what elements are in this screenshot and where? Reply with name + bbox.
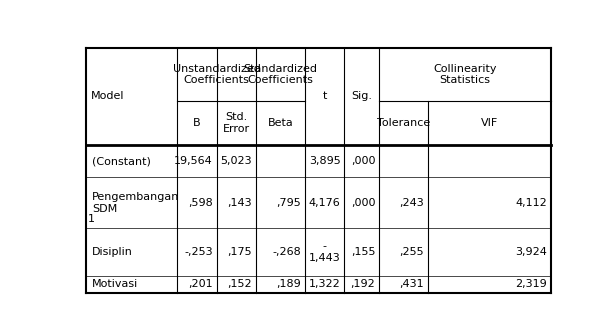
Text: Disiplin: Disiplin <box>92 247 133 257</box>
Text: 5,023: 5,023 <box>221 156 252 166</box>
Text: 1,322: 1,322 <box>309 279 341 289</box>
Text: Model: Model <box>91 91 125 101</box>
Text: 2,319: 2,319 <box>515 279 547 289</box>
Text: Pengembangan
SDM: Pengembangan SDM <box>92 192 180 213</box>
Text: ,192: ,192 <box>351 279 375 289</box>
Text: VIF: VIF <box>481 118 498 128</box>
Text: 4,176: 4,176 <box>309 198 341 208</box>
Text: (Constant): (Constant) <box>92 156 151 166</box>
Text: Std.
Error: Std. Error <box>223 113 250 134</box>
Text: -
1,443: - 1,443 <box>309 241 341 263</box>
Text: 4,112: 4,112 <box>515 198 547 208</box>
Text: ,431: ,431 <box>400 279 424 289</box>
Text: ,000: ,000 <box>351 198 375 208</box>
Text: ,143: ,143 <box>228 198 252 208</box>
Text: B: B <box>193 118 200 128</box>
Text: 1: 1 <box>88 214 95 224</box>
Text: Tolerance: Tolerance <box>377 118 430 128</box>
Text: Motivasi: Motivasi <box>92 279 138 289</box>
Text: 3,924: 3,924 <box>515 247 547 257</box>
Text: Collinearity
Statistics: Collinearity Statistics <box>434 64 497 85</box>
Text: ,598: ,598 <box>188 198 213 208</box>
Text: ,152: ,152 <box>228 279 252 289</box>
Text: ,795: ,795 <box>276 198 301 208</box>
Text: 19,564: 19,564 <box>174 156 213 166</box>
Text: ,155: ,155 <box>351 247 375 257</box>
Text: t: t <box>322 91 327 101</box>
Text: ,000: ,000 <box>351 156 375 166</box>
Text: 3,895: 3,895 <box>309 156 341 166</box>
Text: ,175: ,175 <box>228 247 252 257</box>
Text: Unstandardized
Coefficients: Unstandardized Coefficients <box>173 64 261 85</box>
Text: Standardized
Coefficients: Standardized Coefficients <box>244 64 317 85</box>
Text: Sig.: Sig. <box>351 91 372 101</box>
Text: Beta: Beta <box>268 118 293 128</box>
Text: ,201: ,201 <box>188 279 213 289</box>
Text: ,243: ,243 <box>399 198 424 208</box>
Text: -,268: -,268 <box>272 247 301 257</box>
Text: ,189: ,189 <box>276 279 301 289</box>
Text: -,253: -,253 <box>184 247 213 257</box>
Text: ,255: ,255 <box>400 247 424 257</box>
